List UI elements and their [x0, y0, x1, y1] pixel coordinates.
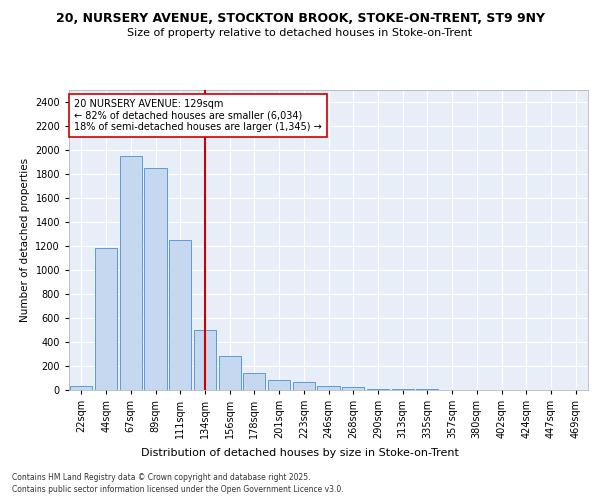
Bar — [317, 386, 340, 390]
Y-axis label: Number of detached properties: Number of detached properties — [20, 158, 29, 322]
Text: 20, NURSERY AVENUE, STOCKTON BROOK, STOKE-ON-TRENT, ST9 9NY: 20, NURSERY AVENUE, STOCKTON BROOK, STOK… — [56, 12, 545, 26]
Bar — [293, 382, 315, 390]
Text: Size of property relative to detached houses in Stoke-on-Trent: Size of property relative to detached ho… — [127, 28, 473, 38]
Bar — [95, 248, 117, 390]
Bar — [342, 387, 364, 390]
Bar — [70, 386, 92, 390]
Text: 20 NURSERY AVENUE: 129sqm
← 82% of detached houses are smaller (6,034)
18% of se: 20 NURSERY AVENUE: 129sqm ← 82% of detac… — [74, 99, 322, 132]
Bar — [145, 168, 167, 390]
Text: Contains HM Land Registry data © Crown copyright and database right 2025.: Contains HM Land Registry data © Crown c… — [12, 472, 311, 482]
Bar — [243, 373, 265, 390]
Bar — [218, 356, 241, 390]
Bar — [119, 156, 142, 390]
Text: Contains public sector information licensed under the Open Government Licence v3: Contains public sector information licen… — [12, 485, 344, 494]
Bar — [169, 240, 191, 390]
Bar — [392, 389, 414, 390]
Bar — [268, 380, 290, 390]
Bar — [194, 330, 216, 390]
Text: Distribution of detached houses by size in Stoke-on-Trent: Distribution of detached houses by size … — [141, 448, 459, 458]
